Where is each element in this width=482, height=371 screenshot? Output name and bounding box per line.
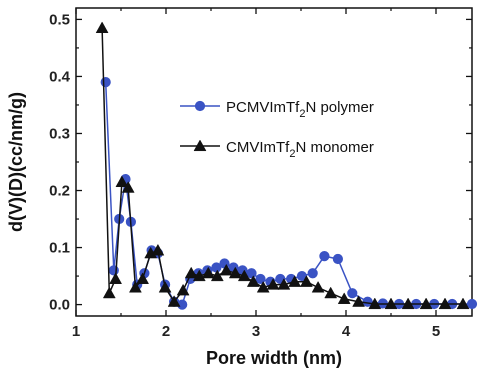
legend-label: PCMVImTf2N polymer	[226, 99, 374, 120]
data-point	[136, 272, 150, 284]
y-axis-ticks: 0.0 0.1 0.2 0.3 0.4 0.5	[49, 11, 472, 314]
data-point	[246, 268, 257, 279]
data-point	[337, 292, 351, 304]
data-point	[401, 297, 415, 310]
y-tick-label: 0.5	[49, 11, 70, 28]
data-point	[466, 298, 478, 310]
data-point	[277, 278, 291, 290]
x-axis-ticks: 1 2 3 4 5	[72, 8, 440, 340]
y-tick-label: 0.2	[49, 183, 70, 200]
data-point	[266, 278, 280, 290]
y-axis-title: d(V)(D)(cc/nm/g)	[6, 92, 26, 232]
data-point	[184, 266, 198, 279]
legend-entry-monomer: CMVImTf2N monomer	[180, 139, 374, 160]
data-point	[102, 286, 116, 299]
series-line	[101, 27, 463, 305]
x-tick-label: 1	[72, 323, 80, 340]
legend-label: CMVImTf2N monomer	[226, 139, 374, 160]
data-point	[368, 297, 382, 310]
data-point	[456, 297, 470, 310]
legend-marker	[193, 139, 207, 152]
data-point	[158, 280, 172, 293]
legend: PCMVImTf2N polymer CMVImTf2N monomer	[180, 99, 374, 160]
data-point	[100, 77, 111, 88]
data-point	[255, 273, 266, 285]
series-monomer	[95, 21, 470, 310]
x-tick-label: 2	[162, 323, 170, 340]
y-tick-label: 0.1	[49, 240, 70, 257]
data-point	[167, 295, 181, 307]
data-point	[288, 275, 302, 287]
x-tick-label: 5	[432, 323, 440, 340]
y-tick-label: 0.0	[49, 297, 70, 314]
data-point	[115, 175, 129, 188]
data-point	[384, 297, 398, 310]
data-point	[246, 275, 260, 287]
data-point	[256, 280, 270, 293]
data-point	[237, 269, 251, 282]
data-point	[299, 275, 313, 287]
x-tick-label: 3	[252, 323, 260, 340]
data-point	[151, 243, 165, 256]
data-point	[128, 280, 142, 293]
data-point	[219, 263, 233, 276]
legend-marker	[194, 100, 206, 112]
data-point	[95, 21, 109, 34]
data-point	[228, 266, 242, 279]
data-point	[319, 251, 330, 262]
data-point	[307, 268, 318, 279]
data-point	[121, 181, 135, 193]
data-point	[419, 297, 433, 310]
data-point	[438, 297, 452, 310]
data-point	[324, 286, 338, 299]
data-point	[332, 253, 343, 265]
data-point	[347, 288, 358, 299]
data-point	[176, 283, 190, 296]
data-point	[210, 269, 224, 282]
x-tick-label: 4	[342, 323, 351, 340]
x-axis-title: Pore width (nm)	[206, 348, 342, 368]
legend-entry-polymer: PCMVImTf2N polymer	[180, 99, 374, 120]
series-layer	[95, 21, 478, 310]
data-point	[311, 280, 325, 293]
y-tick-label: 0.3	[49, 125, 70, 142]
data-point	[352, 295, 366, 307]
data-point	[109, 272, 123, 284]
y-tick-label: 0.4	[49, 68, 71, 85]
data-point	[201, 266, 215, 279]
